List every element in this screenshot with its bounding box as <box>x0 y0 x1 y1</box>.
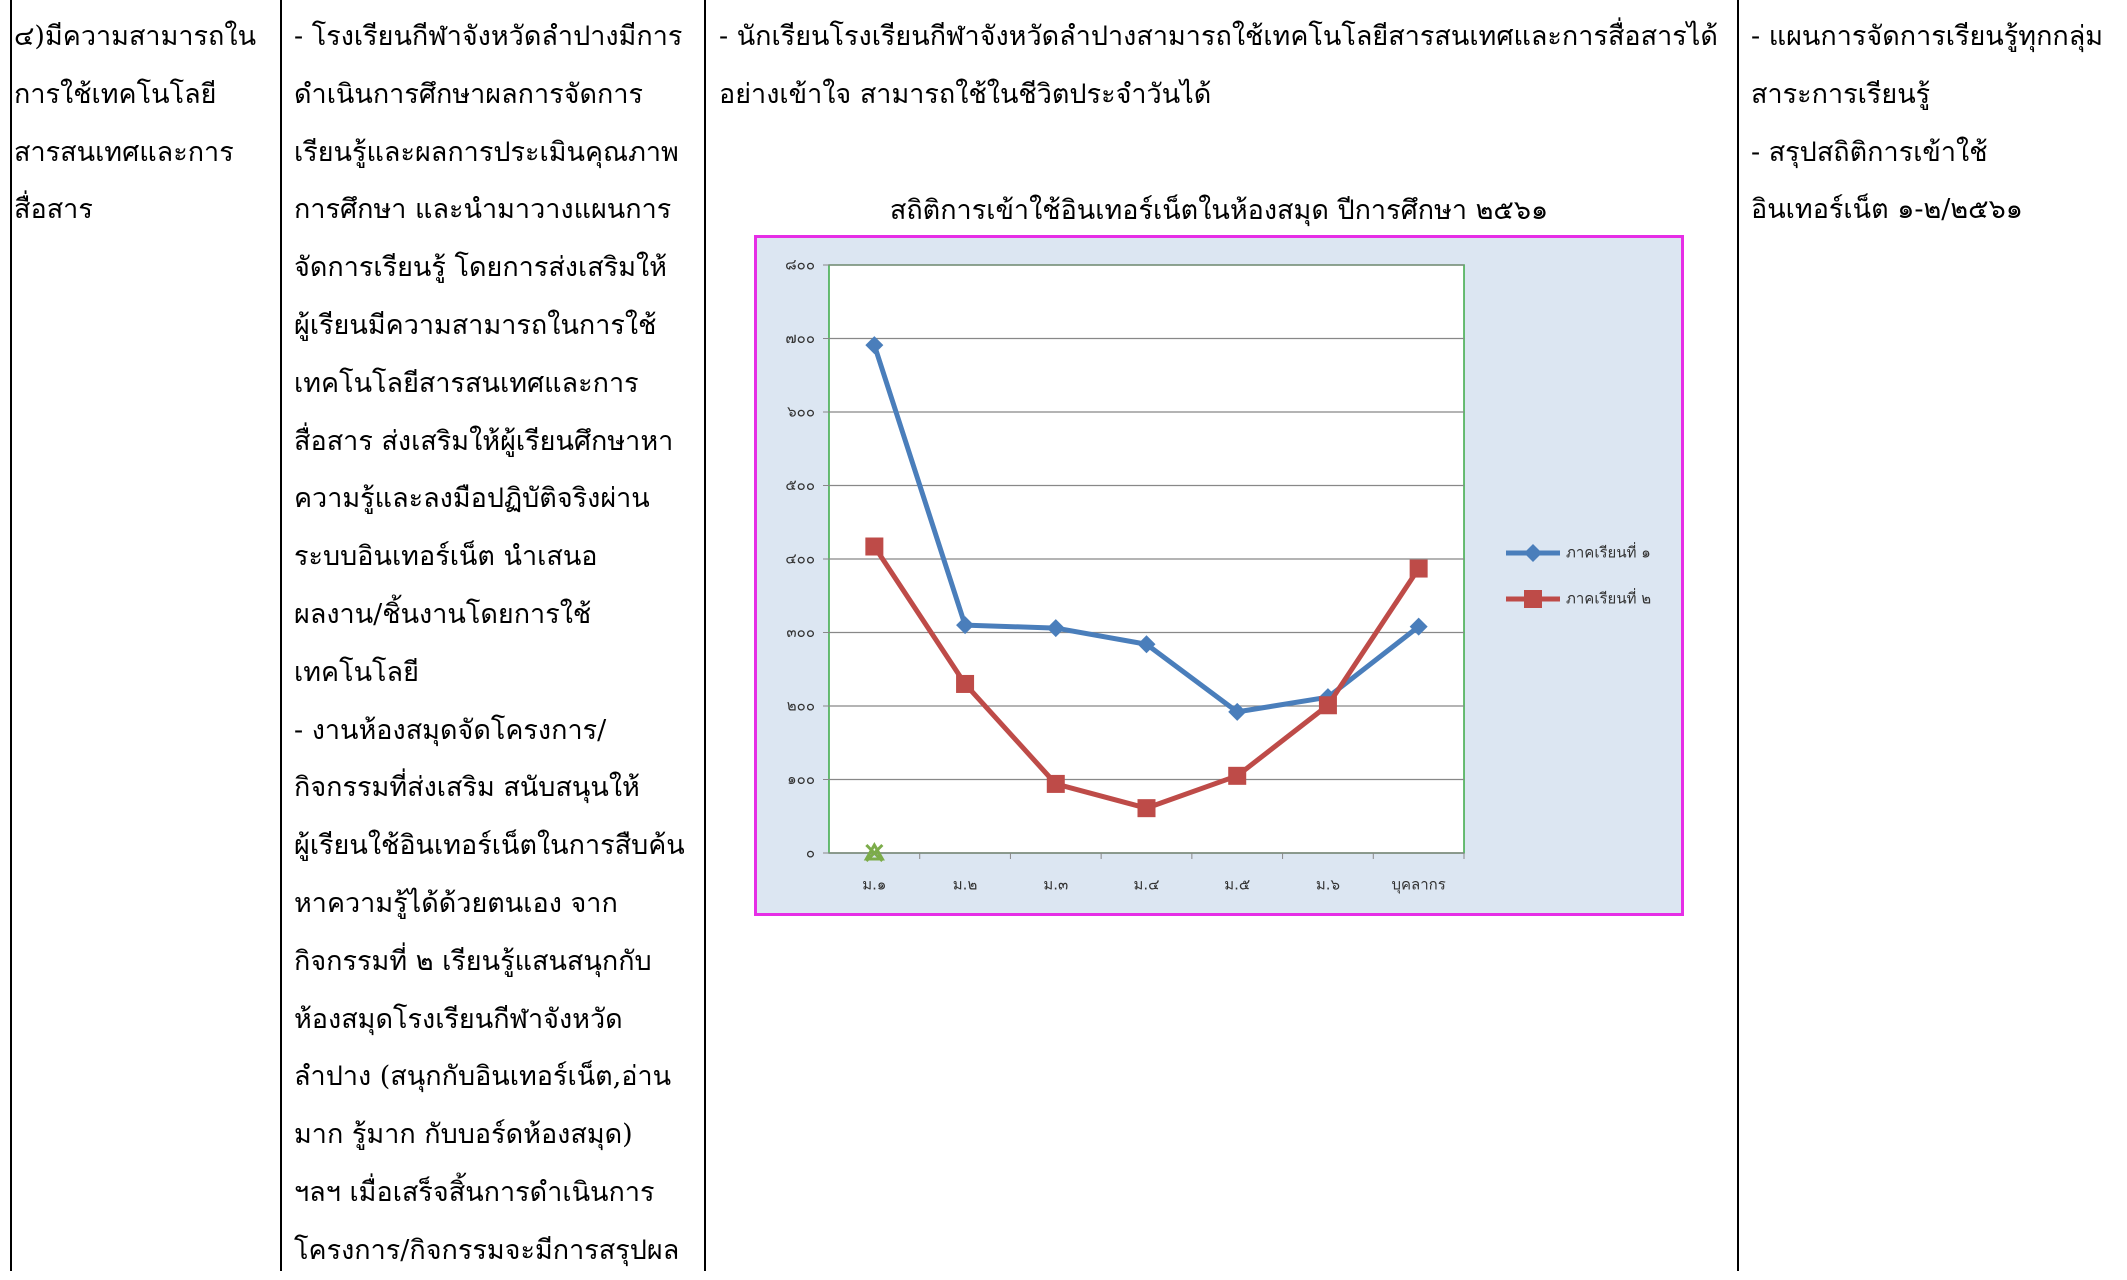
data-point <box>1137 799 1156 818</box>
table-cell: ๔)มีความสามารถในการใช้เทคโนโลยีสารสนเทศแ… <box>14 8 256 239</box>
text-line: จัดการเรียนรู้ โดยการส่งเสริมให้ <box>294 252 667 284</box>
text-line: ระบบอินเทอร์เน็ต นำเสนอ <box>294 541 598 573</box>
y-tick-label: ๑๐๐ <box>787 770 815 788</box>
cell-border <box>10 0 12 1271</box>
text-line: การใช้เทคโนโลยี <box>14 78 217 110</box>
text-line: ลำปาง (สนุกกับอินเทอร์เน็ต,อ่าน <box>294 1061 672 1093</box>
x-tick-label: ม.๕ <box>1224 876 1250 894</box>
legend-label: ภาคเรียนที่ ๑ <box>1566 542 1651 562</box>
y-tick-label: ๔๐๐ <box>785 550 815 568</box>
data-point <box>1137 635 1156 654</box>
text-line: ฯลฯ เมื่อเสร็จสิ้นการดำเนินการ <box>294 1176 655 1208</box>
text-line: โครงการ/กิจกรรมจะมีการสรุปผล <box>294 1234 680 1266</box>
text-line: สารสนเทศและการ <box>14 136 234 168</box>
text-line: อย่างเข้าใจ สามารถใช้ในชีวิตประจำวันได้ <box>719 78 1212 110</box>
text-line: ห้องสมุดโรงเรียนกีฬาจังหวัด <box>294 1003 623 1035</box>
y-tick-label: ๖๐๐ <box>787 403 815 421</box>
cell-border <box>1737 0 1739 1271</box>
y-tick-label: ๐ <box>806 844 815 862</box>
data-point <box>863 841 885 863</box>
data-point <box>1046 774 1065 793</box>
x-tick-label: บุคลากร <box>1391 876 1445 895</box>
text-line: - สรุปสถิติการเข้าใช้ <box>1751 136 1988 168</box>
x-tick-label: ม.๔ <box>1133 876 1159 894</box>
text-line: ผลงาน/ชิ้นงานโดยการใช้ <box>294 598 592 630</box>
text-line: สาระการเรียนรู้ <box>1751 78 1931 110</box>
data-point <box>956 616 975 635</box>
text-line: - งานห้องสมุดจัดโครงการ/ <box>294 714 607 746</box>
x-tick-label: ม.๖ <box>1316 876 1340 894</box>
legend-marker <box>1524 544 1542 562</box>
text-line: สื่อสาร <box>14 194 93 226</box>
data-point <box>1228 766 1247 785</box>
table-cell: - แผนการจัดการเรียนรู้ทุกกลุ่มสาระการเรี… <box>1751 8 2103 239</box>
cell-border <box>704 0 706 1271</box>
data-point <box>1046 619 1065 638</box>
x-tick-label: ม.๒ <box>953 876 978 894</box>
chart-title: สถิติการเข้าใช้อินเทอร์เน็ตในห้องสมุด ปี… <box>889 195 1549 226</box>
data-point <box>1318 696 1337 715</box>
text-line: กิจกรรมที่ส่งเสริม สนับสนุนให้ <box>294 772 640 804</box>
text-line: ๔)มีความสามารถใน <box>14 21 257 52</box>
table-cell: - นักเรียนโรงเรียนกีฬาจังหวัดลำปางสามารถ… <box>719 8 1718 124</box>
y-tick-label: ๕๐๐ <box>785 476 815 494</box>
y-tick-label: ๓๐๐ <box>786 623 815 641</box>
text-line: ผู้เรียนใช้อินเทอร์เน็ตในการสืบค้น <box>294 830 685 862</box>
text-line: หาความรู้ได้ด้วยตนเอง จาก <box>294 887 618 919</box>
text-line: เทคโนโลยีสารสนเทศและการ <box>294 367 639 399</box>
text-line: ผู้เรียนมีความสามารถในการใช้ <box>294 309 657 341</box>
y-tick-label: ๗๐๐ <box>785 329 815 347</box>
data-point <box>1409 617 1428 636</box>
cell-border <box>280 0 282 1271</box>
text-line: - นักเรียนโรงเรียนกีฬาจังหวัดลำปางสามารถ… <box>719 21 1718 52</box>
x-tick-label: ม.๑ <box>862 876 886 894</box>
text-line: เทคโนโลยี <box>294 656 419 688</box>
y-tick-label: ๒๐๐ <box>787 697 815 715</box>
text-line: - แผนการจัดการเรียนรู้ทุกกลุ่ม <box>1751 21 2104 52</box>
legend-marker <box>1524 590 1542 608</box>
text-line: ดำเนินการศึกษาผลการจัดการ <box>294 78 644 110</box>
text-line: กิจกรรมที่ ๒ เรียนรู้แสนสนุกกับ <box>294 945 652 977</box>
text-line: - โรงเรียนกีฬาจังหวัดลำปางมีการ <box>294 21 683 52</box>
data-point <box>1228 702 1247 721</box>
data-point <box>865 537 884 556</box>
text-line: การศึกษา และนำมาวางแผนการ <box>294 194 672 226</box>
table-cell: - โรงเรียนกีฬาจังหวัดลำปางมีการดำเนินการ… <box>294 8 685 1280</box>
text-line: อินเทอร์เน็ต ๑-๒/๒๕๖๑ <box>1751 194 2023 226</box>
text-line: เรียนรู้และผลการประเมินคุณภาพ <box>294 136 679 168</box>
data-point <box>956 674 975 693</box>
text-line: สื่อสาร ส่งเสริมให้ผู้เรียนศึกษาหา <box>294 425 674 457</box>
text-line: ความรู้และลงมือปฏิบัติจริงผ่าน <box>294 483 650 515</box>
x-tick-label: ม.๓ <box>1043 876 1068 894</box>
data-point <box>1409 559 1428 578</box>
text-line: มาก รู้มาก กับบอร์ดห้องสมุด) <box>294 1119 633 1151</box>
y-tick-label: ๘๐๐ <box>785 256 815 274</box>
legend-label: ภาคเรียนที่ ๒ <box>1566 588 1651 608</box>
